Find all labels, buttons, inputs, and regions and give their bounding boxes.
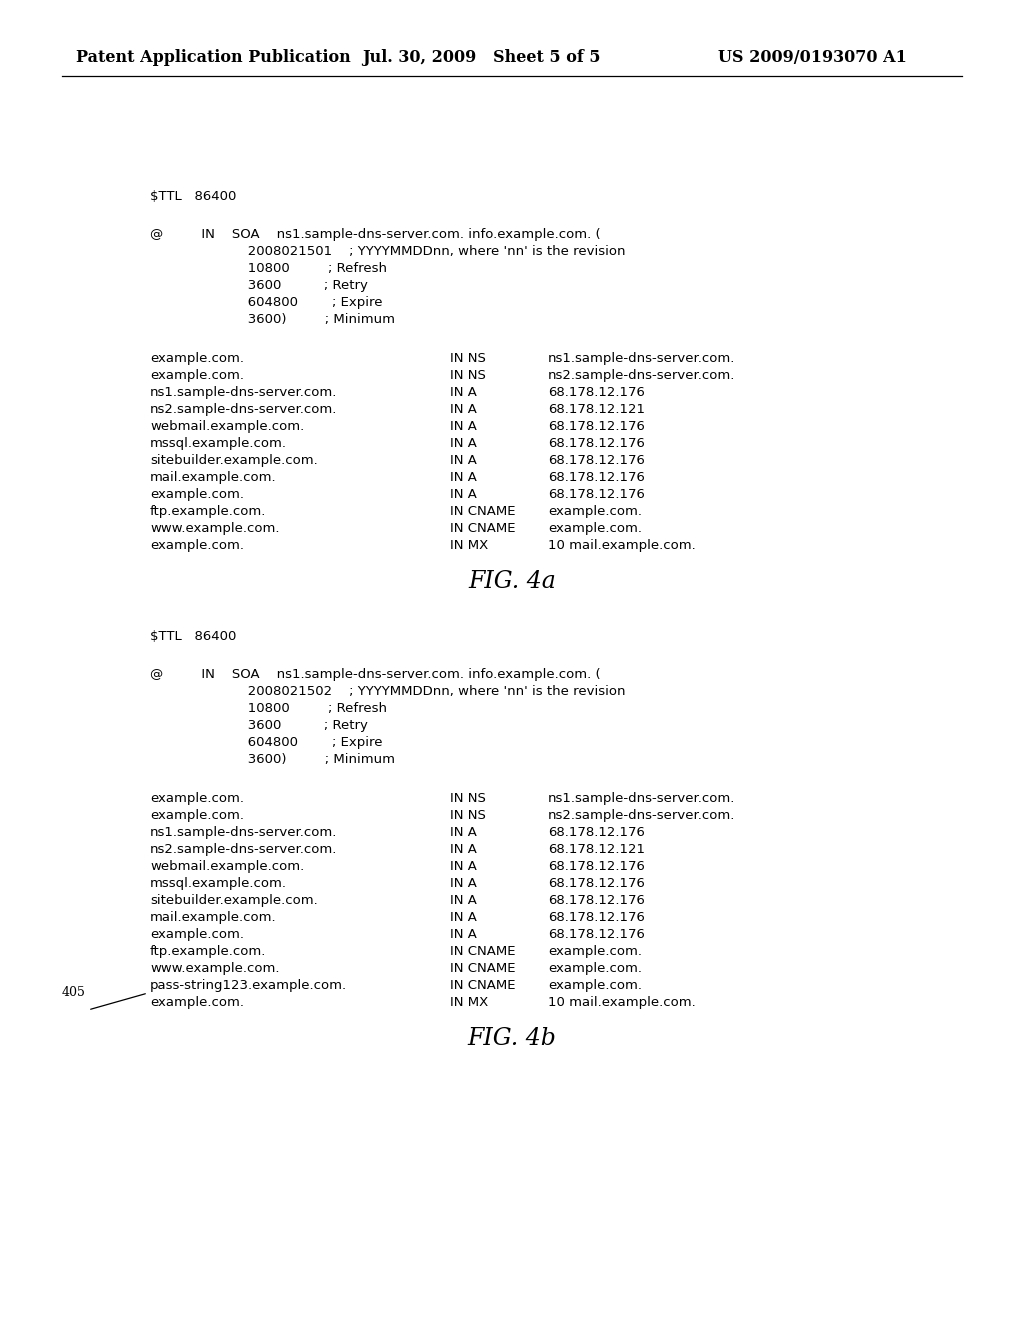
Text: 10800         ; Refresh: 10800 ; Refresh <box>150 261 387 275</box>
Text: mssql.example.com.: mssql.example.com. <box>150 437 287 450</box>
Text: 10 mail.example.com.: 10 mail.example.com. <box>548 997 695 1008</box>
Text: ns2.sample-dns-server.com.: ns2.sample-dns-server.com. <box>548 809 735 822</box>
Text: mail.example.com.: mail.example.com. <box>150 911 276 924</box>
Text: IN A: IN A <box>450 454 477 467</box>
Text: IN CNAME: IN CNAME <box>450 506 515 517</box>
Text: 68.178.12.176: 68.178.12.176 <box>548 894 645 907</box>
Text: 68.178.12.176: 68.178.12.176 <box>548 385 645 399</box>
Text: @         IN    SOA    ns1.sample-dns-server.com. info.example.com. (: @ IN SOA ns1.sample-dns-server.com. info… <box>150 228 601 242</box>
Text: 604800        ; Expire: 604800 ; Expire <box>150 296 383 309</box>
Text: US 2009/0193070 A1: US 2009/0193070 A1 <box>718 49 907 66</box>
Text: 68.178.12.176: 68.178.12.176 <box>548 488 645 502</box>
Text: IN A: IN A <box>450 911 477 924</box>
Text: 68.178.12.121: 68.178.12.121 <box>548 843 645 855</box>
Text: example.com.: example.com. <box>548 521 642 535</box>
Text: example.com.: example.com. <box>150 539 244 552</box>
Text: 68.178.12.176: 68.178.12.176 <box>548 454 645 467</box>
Text: ftp.example.com.: ftp.example.com. <box>150 945 266 958</box>
Text: www.example.com.: www.example.com. <box>150 521 280 535</box>
Text: example.com.: example.com. <box>150 928 244 941</box>
Text: webmail.example.com.: webmail.example.com. <box>150 420 304 433</box>
Text: ns2.sample-dns-server.com.: ns2.sample-dns-server.com. <box>150 403 337 416</box>
Text: $TTL   86400: $TTL 86400 <box>150 190 237 203</box>
Text: IN CNAME: IN CNAME <box>450 945 515 958</box>
Text: 604800        ; Expire: 604800 ; Expire <box>150 737 383 748</box>
Text: example.com.: example.com. <box>548 945 642 958</box>
Text: 3600)         ; Minimum: 3600) ; Minimum <box>150 313 395 326</box>
Text: IN A: IN A <box>450 437 477 450</box>
Text: IN A: IN A <box>450 385 477 399</box>
Text: example.com.: example.com. <box>150 488 244 502</box>
Text: example.com.: example.com. <box>548 979 642 993</box>
Text: 68.178.12.176: 68.178.12.176 <box>548 876 645 890</box>
Text: IN NS: IN NS <box>450 809 485 822</box>
Text: sitebuilder.example.com.: sitebuilder.example.com. <box>150 894 317 907</box>
Text: mail.example.com.: mail.example.com. <box>150 471 276 484</box>
Text: 68.178.12.176: 68.178.12.176 <box>548 437 645 450</box>
Text: mssql.example.com.: mssql.example.com. <box>150 876 287 890</box>
Text: IN A: IN A <box>450 861 477 873</box>
Text: FIG. 4a: FIG. 4a <box>468 570 556 593</box>
Text: ns2.sample-dns-server.com.: ns2.sample-dns-server.com. <box>548 370 735 381</box>
Text: www.example.com.: www.example.com. <box>150 962 280 975</box>
Text: IN MX: IN MX <box>450 997 488 1008</box>
Text: 2008021502    ; YYYYMMDDnn, where 'nn' is the revision: 2008021502 ; YYYYMMDDnn, where 'nn' is t… <box>150 685 626 698</box>
Text: IN CNAME: IN CNAME <box>450 979 515 993</box>
Text: ns1.sample-dns-server.com.: ns1.sample-dns-server.com. <box>548 352 735 366</box>
Text: IN CNAME: IN CNAME <box>450 521 515 535</box>
Text: Patent Application Publication: Patent Application Publication <box>76 49 351 66</box>
Text: webmail.example.com.: webmail.example.com. <box>150 861 304 873</box>
Text: ftp.example.com.: ftp.example.com. <box>150 506 266 517</box>
Text: example.com.: example.com. <box>548 506 642 517</box>
Text: IN MX: IN MX <box>450 539 488 552</box>
Text: ns2.sample-dns-server.com.: ns2.sample-dns-server.com. <box>150 843 337 855</box>
Text: 3600          ; Retry: 3600 ; Retry <box>150 279 368 292</box>
Text: pass-string123.example.com.: pass-string123.example.com. <box>150 979 347 993</box>
Text: 68.178.12.176: 68.178.12.176 <box>548 826 645 840</box>
Text: example.com.: example.com. <box>150 997 244 1008</box>
Text: IN A: IN A <box>450 928 477 941</box>
Text: sitebuilder.example.com.: sitebuilder.example.com. <box>150 454 317 467</box>
Text: IN A: IN A <box>450 420 477 433</box>
Text: IN A: IN A <box>450 876 477 890</box>
Text: IN NS: IN NS <box>450 792 485 805</box>
Text: example.com.: example.com. <box>150 809 244 822</box>
Text: IN A: IN A <box>450 894 477 907</box>
Text: example.com.: example.com. <box>150 370 244 381</box>
Text: IN A: IN A <box>450 843 477 855</box>
Text: 68.178.12.176: 68.178.12.176 <box>548 928 645 941</box>
Text: 68.178.12.176: 68.178.12.176 <box>548 861 645 873</box>
Text: 3600          ; Retry: 3600 ; Retry <box>150 719 368 733</box>
Text: FIG. 4b: FIG. 4b <box>468 1027 556 1049</box>
Text: 68.178.12.121: 68.178.12.121 <box>548 403 645 416</box>
Text: IN A: IN A <box>450 471 477 484</box>
Text: example.com.: example.com. <box>548 962 642 975</box>
Text: 3600)         ; Minimum: 3600) ; Minimum <box>150 752 395 766</box>
Text: IN NS: IN NS <box>450 370 485 381</box>
Text: IN A: IN A <box>450 403 477 416</box>
Text: @         IN    SOA    ns1.sample-dns-server.com. info.example.com. (: @ IN SOA ns1.sample-dns-server.com. info… <box>150 668 601 681</box>
Text: $TTL   86400: $TTL 86400 <box>150 630 237 643</box>
Text: 10 mail.example.com.: 10 mail.example.com. <box>548 539 695 552</box>
Text: ns1.sample-dns-server.com.: ns1.sample-dns-server.com. <box>548 792 735 805</box>
Text: 68.178.12.176: 68.178.12.176 <box>548 911 645 924</box>
Text: example.com.: example.com. <box>150 792 244 805</box>
Text: example.com.: example.com. <box>150 352 244 366</box>
Text: Jul. 30, 2009   Sheet 5 of 5: Jul. 30, 2009 Sheet 5 of 5 <box>362 49 600 66</box>
Text: IN A: IN A <box>450 488 477 502</box>
Text: 10800         ; Refresh: 10800 ; Refresh <box>150 702 387 715</box>
Text: 68.178.12.176: 68.178.12.176 <box>548 420 645 433</box>
Text: 68.178.12.176: 68.178.12.176 <box>548 471 645 484</box>
Text: IN NS: IN NS <box>450 352 485 366</box>
Text: IN CNAME: IN CNAME <box>450 962 515 975</box>
Text: ns1.sample-dns-server.com.: ns1.sample-dns-server.com. <box>150 385 337 399</box>
Text: 405: 405 <box>62 986 86 998</box>
Text: ns1.sample-dns-server.com.: ns1.sample-dns-server.com. <box>150 826 337 840</box>
Text: 2008021501    ; YYYYMMDDnn, where 'nn' is the revision: 2008021501 ; YYYYMMDDnn, where 'nn' is t… <box>150 246 626 257</box>
Text: IN A: IN A <box>450 826 477 840</box>
